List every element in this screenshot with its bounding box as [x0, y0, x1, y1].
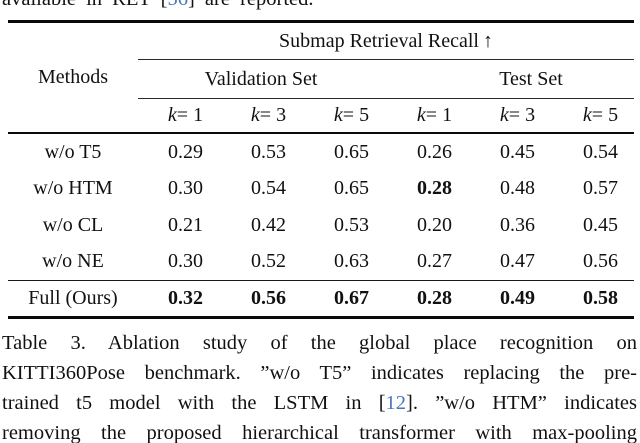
citation-link-56[interactable]: 56: [167, 0, 188, 10]
table-row-wo-cl: w/o CL 0.21 0.42 0.53 0.20 0.36 0.45: [8, 207, 634, 244]
value-cell: 0.29: [168, 140, 203, 163]
table-row-full-ours: Full (Ours) 0.32 0.56 0.67 0.28 0.49 0.5…: [8, 281, 634, 316]
value-cell-bold: 0.32: [168, 287, 203, 309]
table-title-text: Submap Retrieval Recall: [279, 29, 479, 52]
value-cell: 0.53: [251, 140, 286, 163]
value-cell-bold: 0.28: [417, 287, 452, 309]
validation-set-header: Validation Set: [204, 67, 318, 90]
method-label: w/o HTM: [33, 177, 113, 200]
test-set-header: Test Set: [499, 67, 563, 90]
table-row-wo-t5: w/o T5 0.29 0.53 0.65 0.26 0.45 0.54: [8, 134, 634, 171]
recall-header-rule: [138, 59, 634, 61]
header-body-rule: [8, 132, 634, 134]
value-cell: 0.30: [168, 177, 203, 200]
table-row-wo-ne: w/o NE 0.30 0.52 0.63 0.27 0.47 0.56: [8, 244, 634, 281]
value-cell-bold: 0.28: [417, 177, 452, 200]
value-cell: 0.63: [334, 250, 369, 273]
k-subheader-row: k = 1 k = 3 k = 5 k = 1 k = 3 k = 5: [144, 99, 640, 132]
value-cell: 0.30: [168, 250, 203, 273]
value-cell-bold: 0.58: [583, 287, 618, 309]
caption-line-2: KITTI360Pose benchmark. ”w/o T5” indicat…: [2, 362, 637, 384]
k-header: k = 3: [499, 104, 536, 126]
caption-text-post: ]. ”w/o HTM” indicates: [406, 392, 637, 414]
caption-line-3: trained t5 model with the LSTM in [12]. …: [2, 388, 637, 418]
full-row-rule: [8, 280, 634, 282]
method-label: Full (Ours): [28, 287, 118, 309]
k-header: k = 1: [416, 104, 453, 126]
k-header: k = 1: [167, 104, 204, 126]
body-text-pre: available in RET [: [2, 0, 167, 10]
value-cell: 0.21: [168, 213, 203, 236]
caption-text-pre: trained t5 model with the LSTM in [: [2, 392, 386, 414]
value-cell: 0.27: [417, 250, 452, 273]
k-header: k = 3: [250, 104, 287, 126]
table-title: Submap Retrieval Recall ↑: [138, 23, 634, 59]
value-cell: 0.56: [583, 250, 618, 273]
group-header-rule: [138, 98, 634, 100]
value-cell: 0.57: [583, 177, 618, 200]
method-label: w/o T5: [44, 140, 102, 163]
value-cell: 0.65: [334, 140, 369, 163]
value-cell: 0.45: [583, 213, 618, 236]
value-cell: 0.47: [500, 250, 535, 273]
value-cell: 0.53: [334, 213, 369, 236]
citation-link-12[interactable]: 12: [385, 392, 407, 414]
caption-line-4: removing the proposed hierarchical trans…: [2, 422, 637, 443]
caption-line-1: Table 3. Ablation study of the global pl…: [2, 332, 637, 354]
value-cell-bold: 0.67: [334, 287, 369, 309]
ablation-table: Submap Retrieval Recall ↑ Methods Validat…: [8, 20, 634, 320]
up-arrow-icon: ↑: [482, 29, 493, 52]
value-cell: 0.42: [251, 213, 286, 236]
method-label: w/o NE: [42, 250, 104, 273]
value-cell: 0.52: [251, 250, 286, 273]
value-cell: 0.65: [334, 177, 369, 200]
table-caption: Table 3. Ablation study of the global pl…: [2, 328, 637, 443]
method-label: w/o CL: [42, 213, 104, 236]
k-header: k = 5: [333, 104, 370, 126]
table-row-wo-htm: w/o HTM 0.30 0.54 0.65 0.28 0.48 0.57: [8, 171, 634, 208]
table-top-rule: [8, 20, 634, 23]
value-cell-bold: 0.49: [500, 287, 535, 309]
value-cell: 0.54: [251, 177, 286, 200]
clipped-body-text: available in RET [56] are reported.: [2, 0, 640, 11]
k-header: k = 5: [582, 104, 619, 126]
table-bottom-rule: [8, 316, 634, 319]
value-cell: 0.48: [500, 177, 535, 200]
methods-column-header: Methods: [38, 66, 108, 88]
value-cell: 0.26: [417, 140, 452, 163]
value-cell: 0.45: [500, 140, 535, 163]
value-cell: 0.20: [417, 213, 452, 236]
value-cell: 0.54: [583, 140, 618, 163]
table-body: w/o T5 0.29 0.53 0.65 0.26 0.45 0.54 w/o…: [8, 134, 634, 280]
value-cell: 0.36: [500, 213, 535, 236]
value-cell-bold: 0.56: [251, 287, 286, 309]
body-text-post: ] are reported.: [188, 0, 314, 10]
